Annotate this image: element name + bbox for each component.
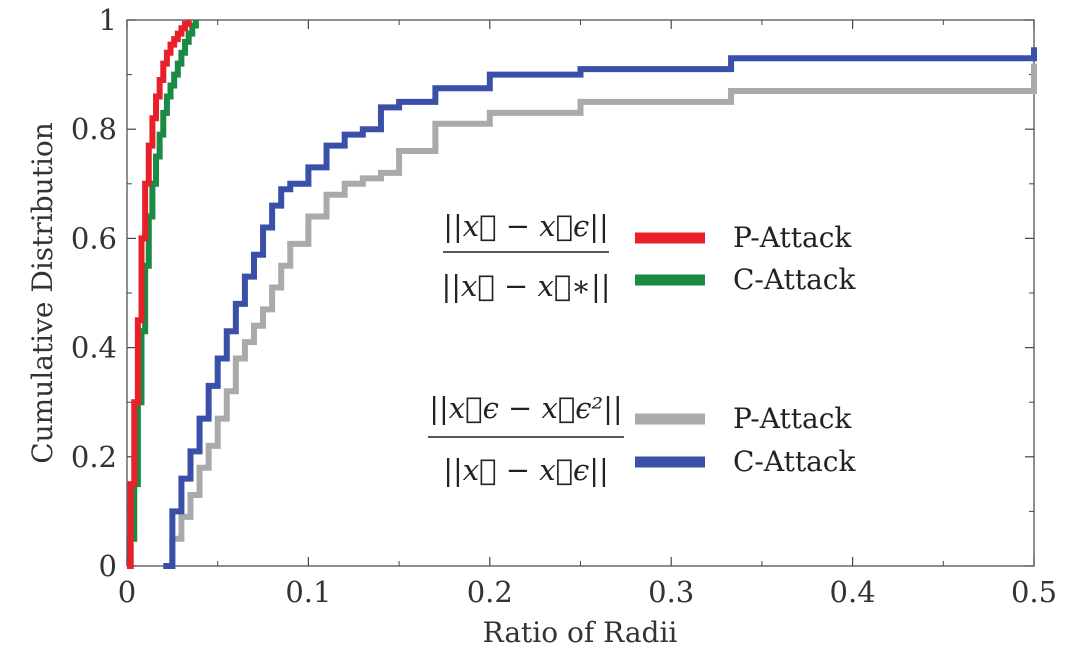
x-axis-title: Ratio of Radii: [483, 616, 678, 649]
series-layer: [127, 20, 1037, 569]
x-tick-label-1: 0.1: [285, 575, 331, 609]
x-tick-label-0: 0: [118, 575, 136, 609]
legend-1-formula-denominator: ||x⃗ − x⃗∗||: [441, 269, 610, 303]
series-line-c-attack-ratio-1: [127, 20, 199, 569]
y-tick-label-1: 0.2: [71, 440, 117, 474]
legend-label-p-attack-1: P-Attack: [733, 221, 852, 254]
x-tick-label-5: 0.5: [1011, 575, 1057, 609]
x-tick-label-2: 0.2: [467, 575, 513, 609]
series-line-p-attack-ratio-1: [127, 20, 192, 569]
y-tick-labels: 0 0.2 0.4 0.6 0.8 1: [71, 3, 117, 583]
x-tick-label-3: 0.3: [648, 575, 694, 609]
y-tick-label-2: 0.4: [71, 331, 117, 365]
legend-label-p-attack-2: P-Attack: [733, 402, 852, 435]
legend-group-2: ||x⃗ϵ − x⃗ϵ²|| ||x⃗ − x⃗ϵ|| P-Attack C-A…: [428, 391, 856, 487]
legend-1-formula-numerator: ||x⃗ − x⃗ϵ||: [443, 209, 609, 243]
legend-2-formula-numerator: ||x⃗ϵ − x⃗ϵ²||: [429, 391, 622, 425]
y-tick-label-0: 0: [99, 549, 117, 583]
y-tick-label-4: 0.8: [71, 112, 117, 146]
x-tick-label-4: 0.4: [830, 575, 876, 609]
y-tick-label-5: 1: [99, 3, 117, 37]
y-axis-title: Cumulative Distribution: [26, 122, 59, 464]
y-tick-label-3: 0.6: [71, 221, 117, 255]
x-tick-labels: 0 0.1 0.2 0.3 0.4 0.5: [118, 575, 1057, 609]
legend-2-formula-denominator: ||x⃗ − x⃗ϵ||: [443, 453, 609, 487]
series-line-p-attack-ratio-2: [163, 63, 1037, 569]
legend-label-c-attack-2: C-Attack: [733, 445, 856, 478]
legend-group-1: ||x⃗ − x⃗ϵ|| ||x⃗ − x⃗∗|| P-Attack C-Att…: [441, 209, 856, 303]
legend-label-c-attack-1: C-Attack: [733, 263, 856, 296]
series-line-c-attack-ratio-2: [163, 47, 1037, 569]
